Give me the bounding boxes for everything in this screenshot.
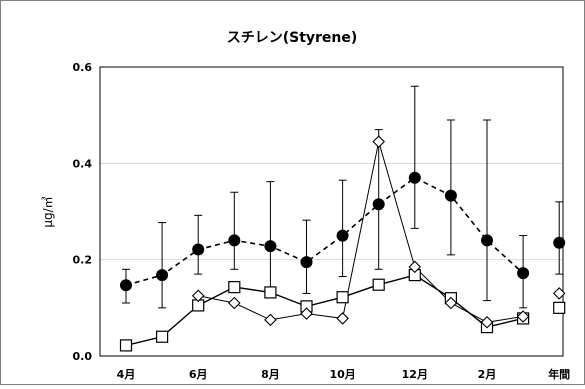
chart-title: スチレン(Styrene): [227, 30, 358, 46]
series-0-point-5: [300, 256, 313, 269]
series-1-point-6: [336, 312, 349, 325]
series-0-point-6: [336, 229, 349, 242]
series-0-point-9: [444, 189, 457, 202]
x-tick-label-4: 12月: [402, 368, 428, 381]
series-2-point-4: [264, 286, 277, 299]
series-0-point-4: [264, 240, 277, 253]
x-tick-labels: 4月 6月 8月 10月 12月 2月 年間: [117, 367, 571, 381]
gridlines: [100, 162, 563, 261]
x-tick-label-5: 2月: [478, 368, 497, 381]
series-0-point-12: [553, 236, 566, 249]
y-tick-label-3: 0.6: [73, 61, 93, 74]
series-2-point-3: [228, 281, 241, 294]
series-1-point-7: [372, 135, 385, 148]
series-2-point-1: [156, 330, 169, 343]
series-2-point-0: [119, 339, 133, 352]
x-tick-label-1: 6月: [189, 368, 208, 381]
series-1-point-12: [552, 287, 566, 300]
series-0-point-2: [192, 243, 205, 256]
x-tick-label-6: 年間: [548, 367, 570, 381]
series-0-point-11: [517, 267, 530, 280]
series-1-point-11: [516, 310, 530, 323]
series-1-point-4: [264, 313, 277, 327]
y-tick-labels: 0.0 0.2 0.4 0.6: [73, 61, 93, 363]
series-0-point-0: [120, 279, 132, 292]
series-0-line: [125, 176, 524, 286]
x-tick-label-3: 10月: [329, 368, 355, 381]
series-0-point-10: [481, 234, 493, 247]
series-2-point-7: [372, 278, 385, 291]
series-0-point-7: [372, 198, 385, 211]
series-2-point-6: [336, 291, 349, 304]
plot-area-border: [99, 66, 564, 357]
series-0-point-8: [408, 171, 421, 184]
y-axis-label: μg/㎥: [41, 196, 55, 227]
x-tick-label-2: 8月: [261, 368, 280, 381]
series-1-point-2: [191, 289, 205, 303]
series-2-point-12: [553, 301, 566, 314]
y-tick-label-0: 0.0: [73, 350, 93, 363]
series-0-point-3: [228, 234, 241, 247]
series-1-point-8: [408, 260, 422, 274]
x-tick-label-0: 4月: [117, 368, 136, 381]
series-1-point-5: [300, 307, 313, 320]
y-tick-label-1: 0.2: [73, 254, 93, 267]
y-tick-label-2: 0.4: [73, 157, 93, 170]
series-layer: [119, 85, 566, 352]
series-1-point-3: [228, 296, 241, 310]
series-0-point-1: [156, 269, 169, 282]
series-1-point-9: [444, 296, 458, 310]
series-1-point-10: [480, 316, 494, 329]
